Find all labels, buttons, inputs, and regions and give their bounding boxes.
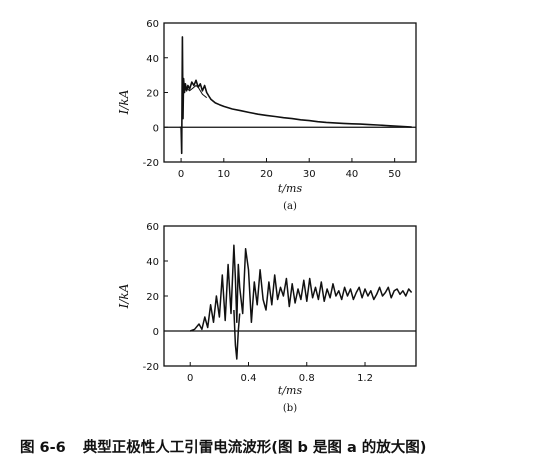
y-tick-label: -20: [143, 158, 159, 169]
chart-panel-a: -20 0 20 40 60 0 10 20 30 40 50 I/kA t/ms (a): [117, 19, 417, 212]
x-tick-label: 0: [187, 373, 193, 384]
series-line-1: [179, 36, 412, 155]
x-axis-label-b: t/ms: [278, 384, 303, 397]
x-tick-label: 40: [346, 169, 359, 180]
y-tick-label: -20: [143, 362, 159, 373]
y-tick-label: 20: [146, 292, 159, 303]
x-tick-label: 10: [217, 169, 230, 180]
panel-label-a: (a): [283, 201, 297, 212]
y-tick-label: 20: [146, 89, 159, 100]
y-tick-label: 0: [153, 123, 159, 134]
series-line-2: [181, 85, 208, 99]
series-group-a: [179, 36, 412, 155]
y-axis-ticks-b: -20 0 20 40 60: [143, 222, 168, 373]
panel-label-b: (b): [283, 403, 297, 414]
y-tick-label: 60: [146, 222, 159, 233]
series-group-b: [189, 244, 413, 360]
figure-caption: 图 6-6 典型正极性人工引雷电流波形(图 b 是图 a 的放大图): [20, 436, 530, 457]
y-axis-label-a: I/kA: [117, 89, 131, 115]
caption-number: 图 6-6: [20, 440, 66, 456]
x-axis-ticks-a: 0 10 20 30 40 50: [178, 158, 401, 180]
x-tick-label: 0: [178, 169, 184, 180]
y-axis-label-b: I/kA: [117, 283, 131, 309]
x-tick-label: 1.2: [357, 373, 373, 384]
x-axis-ticks-b: 0 0.4 0.8 1.2: [187, 362, 373, 384]
x-tick-label: 30: [303, 169, 316, 180]
chart-panel-b: -20 0 20 40 60 0 0.4 0.8 1.2 I/kA t/ms (b): [117, 222, 417, 414]
y-tick-label: 40: [146, 54, 159, 65]
x-axis-label-a: t/ms: [278, 182, 303, 195]
x-tick-label: 50: [388, 169, 401, 180]
series-line-1: [189, 244, 413, 332]
series-line-2: [233, 309, 241, 360]
caption-text: 典型正极性人工引雷电流波形(图 b 是图 a 的放大图): [82, 440, 427, 456]
x-tick-label: 0.8: [299, 373, 315, 384]
y-tick-label: 60: [146, 19, 159, 30]
y-tick-label: 0: [153, 327, 159, 338]
x-tick-label: 0.4: [241, 373, 257, 384]
y-tick-label: 40: [146, 257, 159, 268]
x-tick-label: 20: [260, 169, 273, 180]
y-axis-ticks-a: -20 0 20 40 60: [143, 19, 168, 169]
